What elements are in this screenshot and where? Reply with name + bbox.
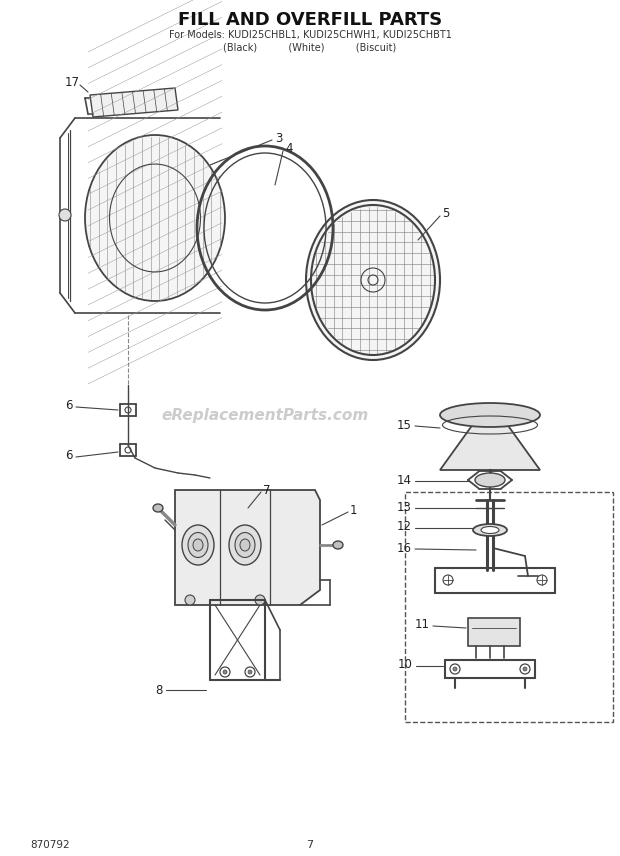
Text: 1: 1 — [350, 503, 358, 516]
Circle shape — [223, 670, 227, 674]
Text: 6: 6 — [65, 399, 73, 412]
Bar — [405, 492, 613, 722]
Ellipse shape — [481, 526, 499, 533]
Text: 6: 6 — [65, 449, 73, 461]
Ellipse shape — [182, 525, 214, 565]
Ellipse shape — [235, 532, 255, 557]
Ellipse shape — [475, 473, 505, 487]
Circle shape — [255, 595, 265, 605]
Circle shape — [185, 595, 195, 605]
Ellipse shape — [229, 525, 261, 565]
Text: 10: 10 — [398, 658, 413, 671]
Text: 3: 3 — [275, 132, 282, 145]
Text: FILL AND OVERFILL PARTS: FILL AND OVERFILL PARTS — [178, 11, 442, 29]
Ellipse shape — [193, 539, 203, 551]
Polygon shape — [175, 490, 320, 605]
Ellipse shape — [153, 504, 163, 512]
Text: 13: 13 — [397, 501, 412, 514]
Bar — [468, 618, 520, 646]
Text: eReplacementParts.com: eReplacementParts.com — [161, 407, 369, 423]
Polygon shape — [90, 88, 178, 117]
Polygon shape — [440, 420, 540, 470]
Text: 870792: 870792 — [30, 840, 69, 850]
Ellipse shape — [440, 403, 540, 427]
Text: 12: 12 — [397, 520, 412, 533]
Ellipse shape — [473, 524, 507, 536]
Text: 4: 4 — [285, 141, 293, 154]
Text: 15: 15 — [397, 419, 412, 431]
Circle shape — [248, 670, 252, 674]
Ellipse shape — [85, 135, 225, 301]
Ellipse shape — [333, 541, 343, 549]
Text: (Black)          (White)          (Biscuit): (Black) (White) (Biscuit) — [223, 42, 397, 52]
Text: 17: 17 — [64, 75, 79, 88]
Ellipse shape — [306, 200, 440, 360]
Text: 7: 7 — [306, 840, 314, 850]
Ellipse shape — [240, 539, 250, 551]
Circle shape — [59, 209, 71, 221]
Text: 7: 7 — [263, 484, 270, 496]
Text: 14: 14 — [397, 473, 412, 486]
Text: 5: 5 — [442, 206, 450, 219]
Text: For Models: KUDI25CHBL1, KUDI25CHWH1, KUDI25CHBT1: For Models: KUDI25CHBL1, KUDI25CHWH1, KU… — [169, 30, 451, 40]
Circle shape — [523, 667, 527, 671]
Circle shape — [453, 667, 457, 671]
Text: 11: 11 — [415, 619, 430, 632]
Text: 16: 16 — [397, 542, 412, 555]
Text: 8: 8 — [155, 683, 162, 697]
Ellipse shape — [188, 532, 208, 557]
